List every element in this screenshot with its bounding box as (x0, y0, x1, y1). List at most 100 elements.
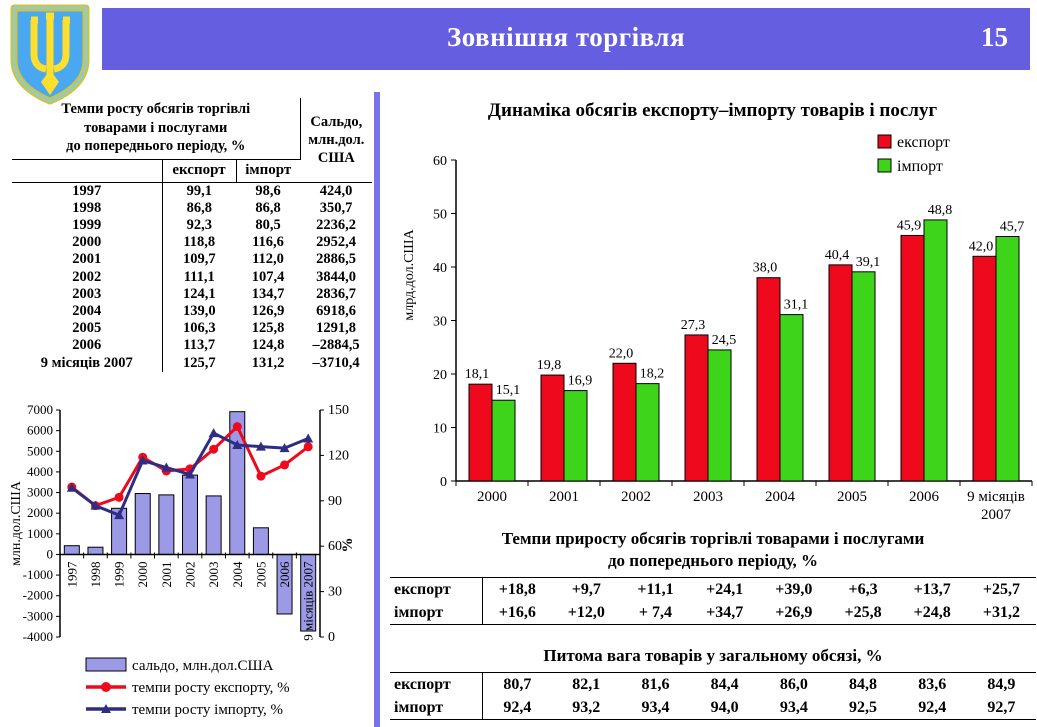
vertical-divider (374, 92, 380, 727)
blank-header-cell (12, 159, 163, 183)
import-cell: 80,5 (255, 217, 281, 234)
svg-text:2005: 2005 (837, 489, 867, 505)
export-column-header: експорт (162, 159, 237, 183)
value-cell: +18,8 (498, 580, 536, 598)
export-cell: 99,1 (186, 182, 212, 199)
export-cell: 111,1 (183, 268, 215, 285)
trade-growth-table-body: 1997 99,1 98,6 424,0 1998 86,8 86,8 350,7 1999 92… (12, 182, 372, 372)
slide-title: Зовнішня торгівля (446, 22, 686, 52)
value-cell: +11,1 (637, 580, 674, 598)
import-cell: 116,6 (252, 234, 284, 251)
period-cell: 2002 (12, 268, 163, 286)
table-header-row: Темпи росту обсягів торгівлі товарами і … (12, 98, 373, 183)
import-cell: 126,9 (251, 303, 285, 320)
svg-text:22,0: 22,0 (609, 346, 634, 361)
svg-text:0: 0 (328, 630, 335, 645)
share-table-title: Питома вага товарів у загальному обсязі,… (543, 646, 883, 665)
table-row: 2004 139,0 126,9 6918,6 (12, 303, 372, 321)
table-row: 2001 109,7 112,0 2886,5 (12, 251, 372, 269)
value-cell: 84,4 (710, 675, 739, 693)
saldo-cell: 1291,8 (316, 320, 356, 337)
growth-rates-block: Темпи приросту обсягів торгівлі товарами… (390, 528, 1036, 626)
value-cell: + 7,4 (638, 603, 673, 621)
value-cell: +9,7 (571, 580, 601, 598)
table-row: 2005 106,3 125,8 1291,8 (12, 320, 372, 338)
trade-growth-saldo-table: Темпи росту обсягів торгівлі товарами і … (12, 98, 373, 372)
value-cell: 93,4 (641, 698, 670, 716)
svg-text:3000: 3000 (27, 485, 53, 500)
svg-text:42,0: 42,0 (969, 239, 994, 254)
svg-text:38,0: 38,0 (753, 261, 778, 276)
value-cell: 92,5 (849, 698, 878, 716)
svg-text:темпи росту імпорту, %: темпи росту імпорту, % (132, 702, 283, 718)
svg-text:18,1: 18,1 (465, 367, 490, 382)
export-cell: 124,1 (182, 285, 216, 302)
svg-text:2000: 2000 (477, 489, 507, 505)
svg-text:2003: 2003 (693, 489, 723, 505)
table-row: імпорт +16,6 +12,0 + 7,4 +34,7 +26,9 +25,8 +24,… (390, 601, 1036, 625)
import-cell: 107,4 (251, 268, 285, 285)
period-cell: 2000 (12, 234, 163, 252)
svg-text:120: 120 (328, 448, 349, 463)
value-cell: 92,7 (987, 698, 1016, 716)
period-cell: 2001 (12, 251, 163, 269)
value-cell: +34,7 (706, 603, 744, 621)
svg-text:1998: 1998 (88, 561, 103, 587)
svg-text:2002: 2002 (183, 561, 198, 587)
import-cell: 124,8 (251, 337, 285, 354)
value-cell: 84,9 (987, 675, 1016, 693)
export-import-bar-chart: 0 10 20 30 40 50 60 18,1 15,1 2000 19,8 16,9 2001 22,… (402, 134, 1033, 523)
growth-table-title-line1: Темпи приросту обсягів торгівлі товарами… (501, 529, 925, 548)
value-cell: +13,7 (913, 580, 951, 598)
row-label: експорт (390, 577, 483, 602)
import-cell: 134,7 (251, 285, 285, 302)
saldo-cell: 2952,4 (316, 234, 356, 251)
svg-text:10: 10 (433, 422, 447, 437)
value-cell: +24,1 (706, 580, 744, 598)
period-cell: 1997 (12, 182, 163, 200)
value-cell: 86,0 (779, 675, 808, 693)
svg-text:млрд.дол.США: млрд.дол.США (402, 228, 417, 320)
svg-text:2000: 2000 (27, 505, 53, 520)
export-cell: 118,8 (183, 234, 216, 251)
value-cell: +16,6 (498, 603, 536, 621)
svg-text:млн.дол.США: млн.дол.США (9, 480, 24, 566)
value-cell: 93,4 (779, 698, 808, 716)
svg-text:9 місяців 2007: 9 місяців 2007 (301, 561, 316, 641)
growth-table-title-line2: до попереднього періоду, % (607, 551, 819, 571)
svg-text:40,4: 40,4 (825, 248, 850, 263)
period-cell: 2006 (12, 337, 163, 355)
svg-text:16,9: 16,9 (568, 374, 593, 389)
value-cell: +26,9 (775, 603, 813, 621)
svg-text:60: 60 (433, 154, 447, 169)
svg-text:2004: 2004 (765, 489, 796, 505)
row-label: імпорт (390, 696, 483, 720)
svg-text:темпи росту експорту, %: темпи росту експорту, % (132, 680, 290, 696)
table-row: імпорт 92,4 93,2 93,4 94,0 93,4 92,5 92,4 92,7 (390, 696, 1036, 720)
svg-text:24,5: 24,5 (712, 333, 737, 348)
import-cell: 131,2 (251, 354, 285, 371)
goods-share-block: Питома вага товарів у загальному обсязі,… (390, 645, 1036, 721)
value-cell: +31,2 (982, 603, 1020, 621)
svg-text:1997: 1997 (64, 561, 79, 588)
table-row: 1999 92,3 80,5 2236,2 (12, 217, 372, 235)
value-cell: 92,4 (918, 698, 947, 716)
export-cell: 109,7 (182, 251, 216, 268)
export-cell: 125,7 (182, 354, 216, 371)
period-cell: 1999 (12, 217, 163, 235)
saldo-cell: 2886,5 (316, 251, 356, 268)
table-row: 2003 124,1 134,7 2836,7 (12, 285, 372, 304)
value-cell: +24,8 (913, 603, 951, 621)
svg-text:50: 50 (433, 208, 447, 223)
value-cell: 84,8 (849, 675, 878, 693)
svg-text:-2000: -2000 (23, 588, 53, 603)
svg-text:20: 20 (433, 368, 447, 383)
value-cell: 80,7 (503, 675, 532, 693)
saldo-cell: –3710,4 (312, 354, 360, 371)
export-cell: 92,3 (186, 217, 212, 234)
saldo-cell: –2884,5 (312, 337, 360, 354)
growth-rates-table-body: експорт +18,8 +9,7 +11,1 +24,1 +39,0 +6,3 +13,7… (390, 577, 1036, 625)
svg-text:5000: 5000 (27, 443, 53, 458)
value-cell: 94,0 (710, 698, 739, 716)
period-cell: 2005 (12, 320, 163, 338)
